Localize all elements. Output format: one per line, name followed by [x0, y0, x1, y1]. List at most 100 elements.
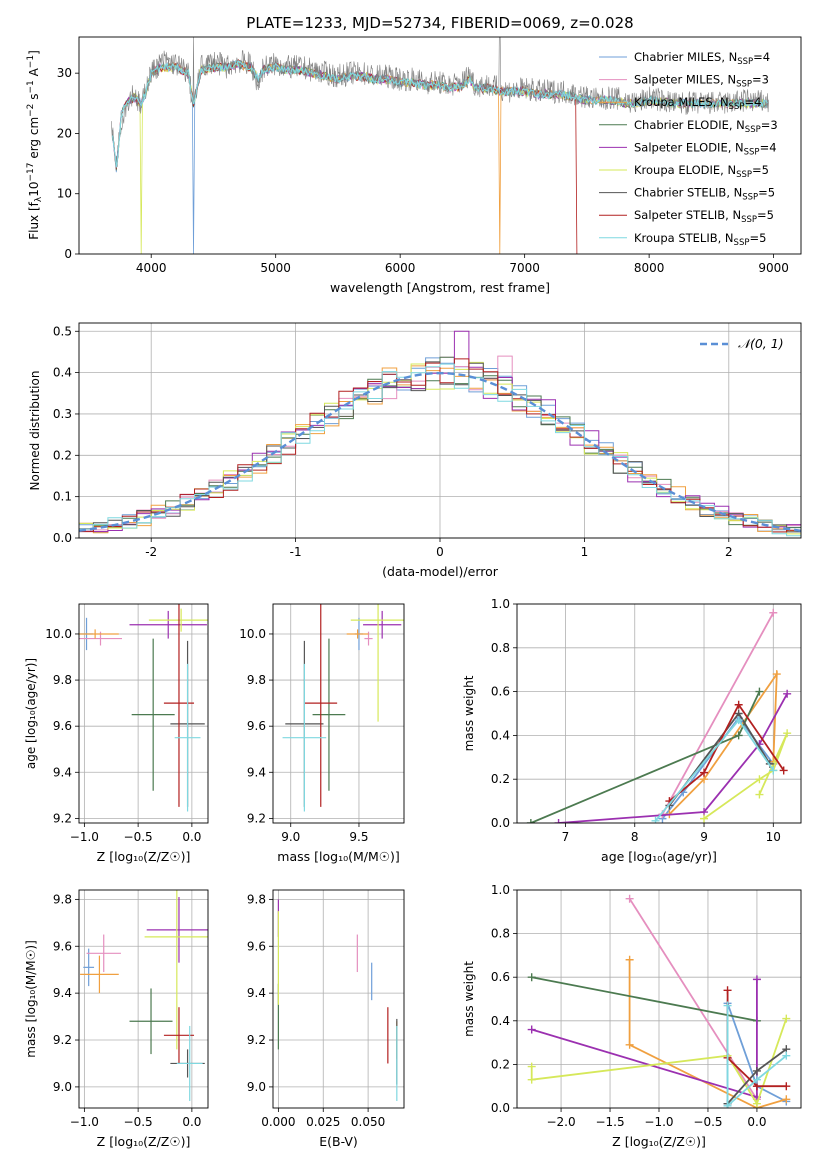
- spectrum-xlabel: wavelength [Angstrom, rest frame]: [330, 280, 550, 295]
- spectrum-ylabel-part: 10: [27, 182, 41, 197]
- legend-entry-sub: SSP: [736, 80, 752, 90]
- spectrum-model-kroupa-stelib-top: [112, 59, 768, 168]
- weight-marker: [782, 1095, 791, 1104]
- figure-title: PLATE=1233, MJD=52734, FIBERID=0069, z=0…: [246, 14, 633, 32]
- weight-marker: [700, 814, 709, 823]
- residual-histogram-ytick-label: 0.4: [53, 366, 72, 380]
- legend-entry-suffix: =4: [753, 50, 770, 64]
- spectrum-model-chabrier-miles: [112, 60, 768, 254]
- spectrum-ylabel-part: −1: [26, 80, 36, 93]
- errorbar-point-chabrier-elodie: [129, 988, 173, 1055]
- spectrum-model-kroupa-elodie: [112, 60, 768, 254]
- spectrum-plot-area: [111, 37, 769, 254]
- weight-line: [668, 671, 778, 815]
- spectrum-ylabel-part: −17: [26, 163, 36, 182]
- mass-vs-Z-frame: [78, 889, 209, 1109]
- mass-weight-vs-age-ylabel: mass weight: [462, 675, 476, 751]
- mass-weight-vs-Z-ytick-label: 0.2: [491, 1057, 510, 1071]
- age-vs-mass-ytick-label: 9.4: [247, 765, 266, 779]
- residual-histogram-axes: -2 -1 0 1 2 0.0 0.1 0.2 0.3 0.4 0.5 𝒩(0, 1) (data-mo…: [28, 322, 802, 579]
- spectrum-ytick-label: 20: [57, 126, 72, 140]
- residual-histogram-plot-area: [79, 330, 801, 537]
- legend-entry-suffix: =5: [752, 163, 769, 177]
- legend-entry-sub: SSP: [742, 193, 758, 203]
- legend-entry-suffix: =4: [760, 140, 777, 154]
- residual-histogram-xtick-label: 0: [436, 545, 444, 559]
- mass-weight-vs-Z-ytick-label: 0.6: [491, 970, 510, 984]
- weight-marker: [734, 716, 743, 725]
- weight-line: [661, 612, 775, 815]
- legend-entry-suffix: =4: [744, 95, 761, 109]
- errorbar-point-salpeter-stelib: [163, 1007, 195, 1064]
- mass-weight-vs-Z-xtick-label: −0.5: [693, 1115, 722, 1129]
- errorbar-point-kroupa-elodie: [148, 608, 208, 632]
- mass-vs-Z-axes: −1.0 −0.5 0.0 9.0 9.2 9.4 9.6 9.8 Z [log₁₀(Z/Z☉)…: [24, 889, 209, 1149]
- spectrum-ylabel-part: Flux [f: [27, 201, 41, 239]
- age-vs-Z-plot-area: [79, 604, 208, 812]
- residual-histogram-ytick-label: 0.0: [53, 531, 72, 545]
- weight-series-kroupa-stelib: [723, 1001, 791, 1108]
- age-vs-Z-frame: [78, 603, 209, 824]
- weight-marker: [769, 608, 778, 617]
- errorbar-point-kroupa-miles: [346, 629, 369, 639]
- mass-weight-vs-Z-ytick-label: 1.0: [491, 883, 510, 897]
- residual-histogram-xlabel: (data-model)/error: [382, 564, 499, 579]
- age-vs-mass-frame: [272, 603, 405, 824]
- errorbar-point-chabrier-miles: [83, 948, 95, 987]
- errorbar-point-chabrier-elodie: [131, 638, 175, 791]
- errorbar-point-salpeter-stelib: [304, 604, 338, 807]
- spectrum-ylabel-part: A: [27, 67, 41, 80]
- residual-histogram-ytick-label: 0.1: [53, 490, 72, 504]
- residual-histogram-ytick-label: 0.2: [53, 448, 72, 462]
- legend-entry-label: Kroupa MILES, NSSP=4: [634, 95, 761, 112]
- mass-vs-Z-ytick-label: 9.4: [53, 986, 72, 1000]
- weight-marker: [782, 1051, 791, 1060]
- weight-marker: [700, 768, 709, 777]
- weight-marker: [527, 1075, 536, 1084]
- mass-weight-vs-Z-xtick-label: −1.5: [595, 1115, 624, 1129]
- weight-marker: [752, 1075, 761, 1084]
- weight-marker: [734, 700, 743, 709]
- weight-line: [628, 959, 787, 1108]
- mass-weight-vs-age-ytick-label: 0.6: [491, 685, 510, 699]
- weight-series-chabrier-elodie: [526, 687, 764, 823]
- age-vs-Z-xtick-label: −1.0: [70, 830, 99, 844]
- weight-marker: [723, 1001, 732, 1010]
- spectrum-ylabel-part: ]: [27, 50, 41, 55]
- legend-entry-suffix: =3: [752, 73, 769, 87]
- mass-vs-Z-xtick-label: −0.5: [124, 1115, 153, 1129]
- errorbar-point-kroupa-elodie: [350, 604, 404, 722]
- weight-marker: [651, 816, 660, 823]
- errorbar-point-kroupa-stelib: [174, 663, 201, 812]
- age-vs-mass-xtick-label: 9.0: [281, 830, 300, 844]
- weight-marker: [554, 819, 563, 823]
- legend-entry-name: Chabrier STELIB, N: [634, 186, 742, 200]
- age-vs-mass-plot-area: [282, 604, 404, 812]
- legend-entry-name: Kroupa MILES, N: [634, 95, 729, 109]
- mass-vs-Z-ytick-label: 9.2: [53, 1033, 72, 1047]
- residual-histogram-xtick-label: -2: [145, 545, 157, 559]
- legend-entry-sub: SSP: [737, 57, 753, 67]
- age-vs-Z-ytick-label: 9.6: [53, 719, 72, 733]
- errorbar-point-kroupa-stelib: [176, 1025, 203, 1101]
- errorbar-point-salpeter-elodie: [146, 897, 208, 963]
- weight-series-salpeter-elodie: [527, 975, 761, 1102]
- legend-entry-label: Kroupa STELIB, NSSP=5: [634, 231, 766, 248]
- legend-entry-sub: SSP: [741, 215, 757, 225]
- spectrum-model-kroupa-miles: [112, 60, 768, 254]
- weight-line: [668, 702, 785, 802]
- mass-weight-vs-Z-xtick-label: 0.0: [747, 1115, 766, 1129]
- errorbar-point-salpeter-stelib: [163, 604, 195, 807]
- mass-vs-ebv-ytick-label: 9.6: [247, 939, 266, 953]
- mass-vs-ebv-frame: [272, 889, 405, 1109]
- legend-entry-label: Kroupa ELODIE, NSSP=5: [634, 163, 769, 180]
- age-vs-mass-ytick-label: 10.0: [239, 627, 266, 641]
- mass-weight-vs-age-ytick-label: 0.0: [491, 816, 510, 830]
- legend-entry-sub: SSP: [729, 102, 745, 112]
- mass-vs-Z-xtick-label: −1.0: [70, 1115, 99, 1129]
- spectrum-ylabel-part: −2: [26, 104, 36, 117]
- legend-entry-name: Kroupa STELIB, N: [634, 231, 734, 245]
- mass-vs-Z-xtick-label: 0.0: [182, 1115, 201, 1129]
- weight-marker: [527, 973, 536, 982]
